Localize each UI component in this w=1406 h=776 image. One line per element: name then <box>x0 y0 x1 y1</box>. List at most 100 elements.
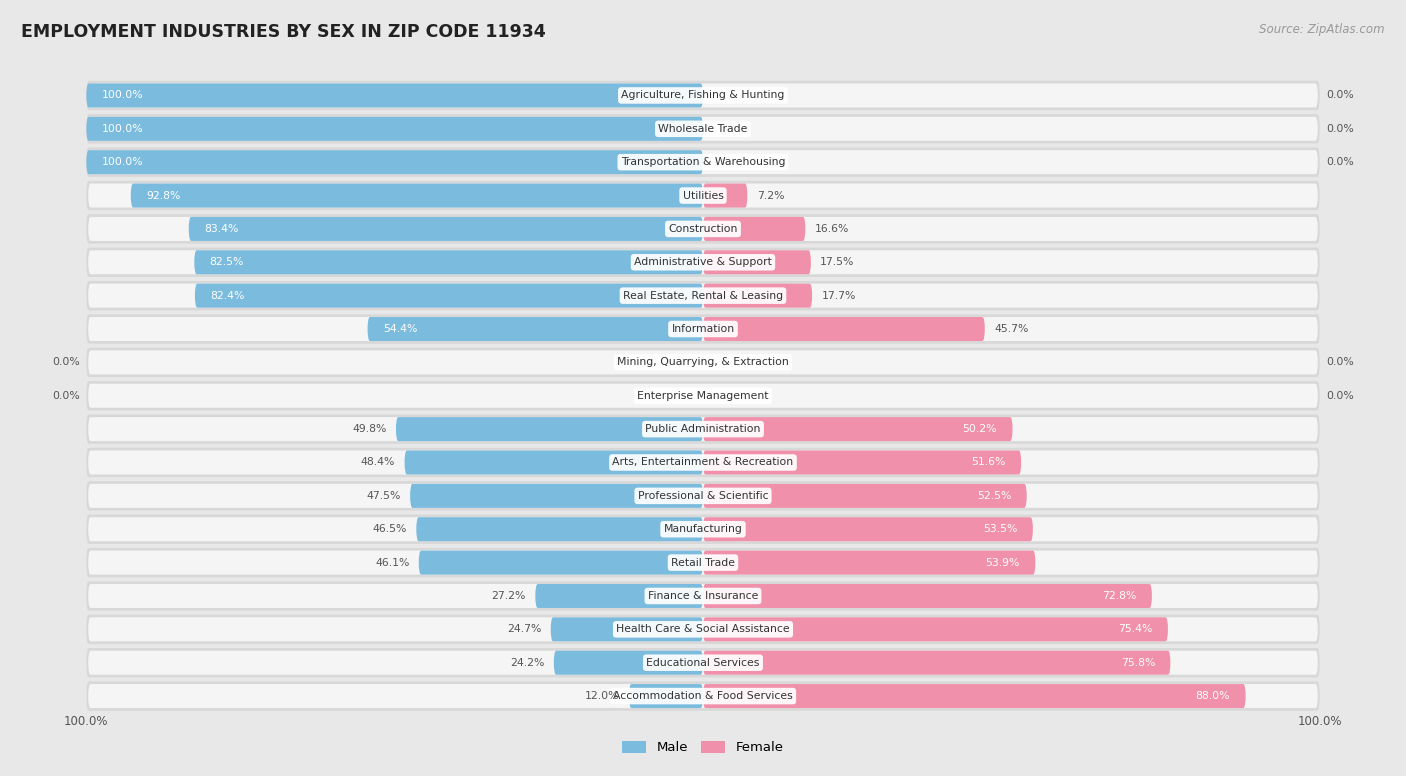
FancyBboxPatch shape <box>89 484 1317 508</box>
FancyBboxPatch shape <box>554 651 703 674</box>
FancyBboxPatch shape <box>86 181 1320 210</box>
FancyBboxPatch shape <box>89 584 1317 608</box>
Text: 88.0%: 88.0% <box>1195 691 1230 701</box>
FancyBboxPatch shape <box>396 417 703 441</box>
Text: 92.8%: 92.8% <box>146 191 180 200</box>
FancyBboxPatch shape <box>89 117 1317 140</box>
Text: 46.1%: 46.1% <box>375 558 409 567</box>
Text: 45.7%: 45.7% <box>994 324 1028 334</box>
FancyBboxPatch shape <box>703 584 1152 608</box>
Text: 17.5%: 17.5% <box>820 258 855 267</box>
Text: 0.0%: 0.0% <box>1326 124 1354 133</box>
Text: 0.0%: 0.0% <box>1326 91 1354 100</box>
Text: 49.8%: 49.8% <box>353 424 387 434</box>
Text: 0.0%: 0.0% <box>1326 358 1354 367</box>
Text: Wholesale Trade: Wholesale Trade <box>658 124 748 133</box>
FancyBboxPatch shape <box>703 518 1033 541</box>
FancyBboxPatch shape <box>89 684 1317 708</box>
FancyBboxPatch shape <box>419 551 703 574</box>
FancyBboxPatch shape <box>703 651 1170 674</box>
Text: Agriculture, Fishing & Hunting: Agriculture, Fishing & Hunting <box>621 91 785 100</box>
Text: 83.4%: 83.4% <box>204 224 239 234</box>
Text: 52.5%: 52.5% <box>977 491 1011 501</box>
Text: Transportation & Warehousing: Transportation & Warehousing <box>621 158 785 167</box>
Text: Construction: Construction <box>668 224 738 234</box>
Text: 72.8%: 72.8% <box>1102 591 1136 601</box>
FancyBboxPatch shape <box>628 684 703 708</box>
FancyBboxPatch shape <box>367 317 703 341</box>
FancyBboxPatch shape <box>89 618 1317 641</box>
FancyBboxPatch shape <box>89 451 1317 474</box>
Text: 53.9%: 53.9% <box>986 558 1019 567</box>
FancyBboxPatch shape <box>703 284 813 307</box>
FancyBboxPatch shape <box>703 484 1026 508</box>
Text: 53.5%: 53.5% <box>983 525 1018 534</box>
Text: Source: ZipAtlas.com: Source: ZipAtlas.com <box>1260 23 1385 36</box>
FancyBboxPatch shape <box>86 147 1320 177</box>
Text: 12.0%: 12.0% <box>585 691 620 701</box>
FancyBboxPatch shape <box>89 284 1317 307</box>
FancyBboxPatch shape <box>551 618 703 641</box>
Text: 48.4%: 48.4% <box>361 458 395 467</box>
Text: 27.2%: 27.2% <box>492 591 526 601</box>
Text: Accommodation & Food Services: Accommodation & Food Services <box>613 691 793 701</box>
FancyBboxPatch shape <box>416 518 703 541</box>
FancyBboxPatch shape <box>86 615 1320 644</box>
Text: 16.6%: 16.6% <box>814 224 849 234</box>
Text: 51.6%: 51.6% <box>972 458 1005 467</box>
Text: 0.0%: 0.0% <box>1326 391 1354 400</box>
FancyBboxPatch shape <box>86 84 703 107</box>
FancyBboxPatch shape <box>86 648 1320 677</box>
Text: EMPLOYMENT INDUSTRIES BY SEX IN ZIP CODE 11934: EMPLOYMENT INDUSTRIES BY SEX IN ZIP CODE… <box>21 23 546 41</box>
FancyBboxPatch shape <box>405 451 703 474</box>
Text: Retail Trade: Retail Trade <box>671 558 735 567</box>
Text: 0.0%: 0.0% <box>52 391 80 400</box>
FancyBboxPatch shape <box>86 151 703 174</box>
FancyBboxPatch shape <box>703 551 1035 574</box>
FancyBboxPatch shape <box>89 518 1317 541</box>
Text: 100.0%: 100.0% <box>65 715 108 728</box>
Text: 100.0%: 100.0% <box>101 158 143 167</box>
FancyBboxPatch shape <box>188 217 703 241</box>
Text: 47.5%: 47.5% <box>367 491 401 501</box>
Text: 82.5%: 82.5% <box>209 258 245 267</box>
FancyBboxPatch shape <box>703 184 748 207</box>
FancyBboxPatch shape <box>703 317 984 341</box>
FancyBboxPatch shape <box>703 684 1246 708</box>
FancyBboxPatch shape <box>703 618 1168 641</box>
Text: 50.2%: 50.2% <box>963 424 997 434</box>
FancyBboxPatch shape <box>86 114 1320 144</box>
FancyBboxPatch shape <box>703 251 811 274</box>
Text: Manufacturing: Manufacturing <box>664 525 742 534</box>
FancyBboxPatch shape <box>89 417 1317 441</box>
Text: Utilities: Utilities <box>682 191 724 200</box>
Text: 7.2%: 7.2% <box>756 191 785 200</box>
FancyBboxPatch shape <box>536 584 703 608</box>
Text: Health Care & Social Assistance: Health Care & Social Assistance <box>616 625 790 634</box>
FancyBboxPatch shape <box>89 384 1317 407</box>
FancyBboxPatch shape <box>89 84 1317 107</box>
FancyBboxPatch shape <box>89 151 1317 174</box>
Text: 24.2%: 24.2% <box>510 658 544 667</box>
FancyBboxPatch shape <box>195 284 703 307</box>
FancyBboxPatch shape <box>194 251 703 274</box>
FancyBboxPatch shape <box>86 514 1320 544</box>
Text: Arts, Entertainment & Recreation: Arts, Entertainment & Recreation <box>613 458 793 467</box>
Text: Mining, Quarrying, & Extraction: Mining, Quarrying, & Extraction <box>617 358 789 367</box>
Text: 54.4%: 54.4% <box>382 324 418 334</box>
Text: Public Administration: Public Administration <box>645 424 761 434</box>
FancyBboxPatch shape <box>86 117 703 140</box>
FancyBboxPatch shape <box>89 184 1317 207</box>
Text: Professional & Scientific: Professional & Scientific <box>638 491 768 501</box>
FancyBboxPatch shape <box>89 217 1317 241</box>
FancyBboxPatch shape <box>86 214 1320 244</box>
Text: Educational Services: Educational Services <box>647 658 759 667</box>
FancyBboxPatch shape <box>131 184 703 207</box>
FancyBboxPatch shape <box>703 417 1012 441</box>
FancyBboxPatch shape <box>86 314 1320 344</box>
FancyBboxPatch shape <box>86 348 1320 377</box>
Text: 0.0%: 0.0% <box>52 358 80 367</box>
Text: 24.7%: 24.7% <box>508 625 541 634</box>
FancyBboxPatch shape <box>89 551 1317 574</box>
FancyBboxPatch shape <box>86 581 1320 611</box>
